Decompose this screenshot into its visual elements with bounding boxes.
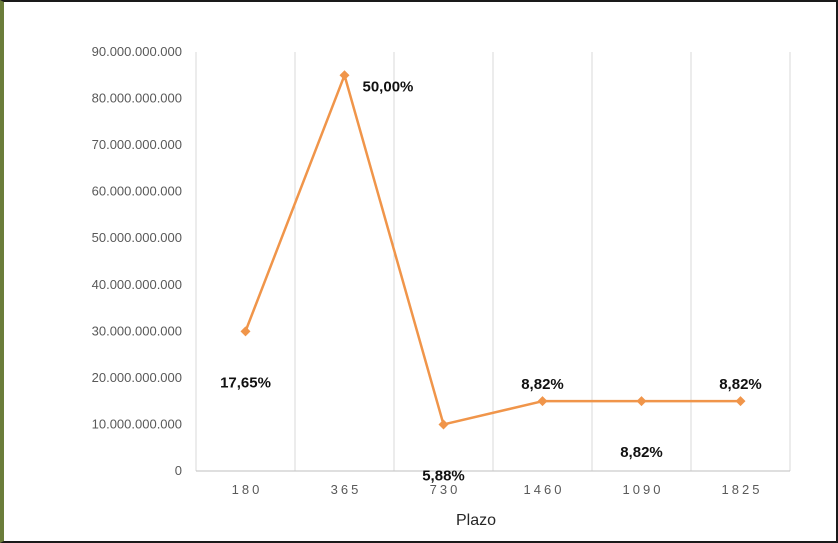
- y-tick-label: 40.000.000.000: [92, 277, 182, 292]
- x-tick-label: 180: [232, 482, 263, 497]
- data-point-marker: [537, 396, 548, 407]
- x-tick-label: 730: [430, 482, 461, 497]
- data-label: 5,88%: [422, 467, 465, 484]
- data-point-marker: [735, 396, 746, 407]
- data-labels: 17,65% 50,00% 5,88% 8,82% 8,82% 8,82%: [220, 78, 762, 484]
- x-tick-label: 1825: [722, 482, 763, 497]
- data-label: 50,00%: [363, 78, 414, 95]
- series: [240, 70, 746, 430]
- y-tick-label: 0: [175, 463, 182, 478]
- data-label: 8,82%: [521, 376, 564, 393]
- y-tick-label: 90.000.000.000: [92, 44, 182, 59]
- y-tick-label: 80.000.000.000: [92, 91, 182, 106]
- x-tick-labels: 180 365 730 1460 1090 1825: [232, 482, 763, 497]
- data-label: 17,65%: [220, 374, 271, 391]
- line-chart: 0 10.000.000.000 20.000.000.000 30.000.000.…: [92, 44, 791, 529]
- x-axis-title: Plazo: [456, 512, 496, 529]
- y-tick-label: 10.000.000.000: [92, 416, 182, 431]
- y-tick-label: 50.000.000.000: [92, 230, 182, 245]
- series-line: [244, 74, 741, 426]
- gridlines: [195, 52, 791, 471]
- data-point-marker: [240, 326, 251, 337]
- data-point-marker: [339, 70, 350, 81]
- y-tick-label: 20.000.000.000: [92, 370, 182, 385]
- y-tick-labels: 0 10.000.000.000 20.000.000.000 30.000.000.…: [92, 44, 182, 478]
- y-tick-label: 60.000.000.000: [92, 184, 182, 199]
- data-point-marker: [636, 396, 647, 407]
- data-point-marker: [438, 419, 449, 430]
- data-label: 8,82%: [620, 444, 663, 461]
- x-tick-label: 1460: [524, 482, 565, 497]
- y-tick-label: 70.000.000.000: [92, 137, 182, 152]
- x-tick-label: 365: [331, 482, 362, 497]
- data-label: 8,82%: [719, 376, 762, 393]
- y-tick-label: 30.000.000.000: [92, 323, 182, 338]
- x-tick-label: 1090: [623, 482, 664, 497]
